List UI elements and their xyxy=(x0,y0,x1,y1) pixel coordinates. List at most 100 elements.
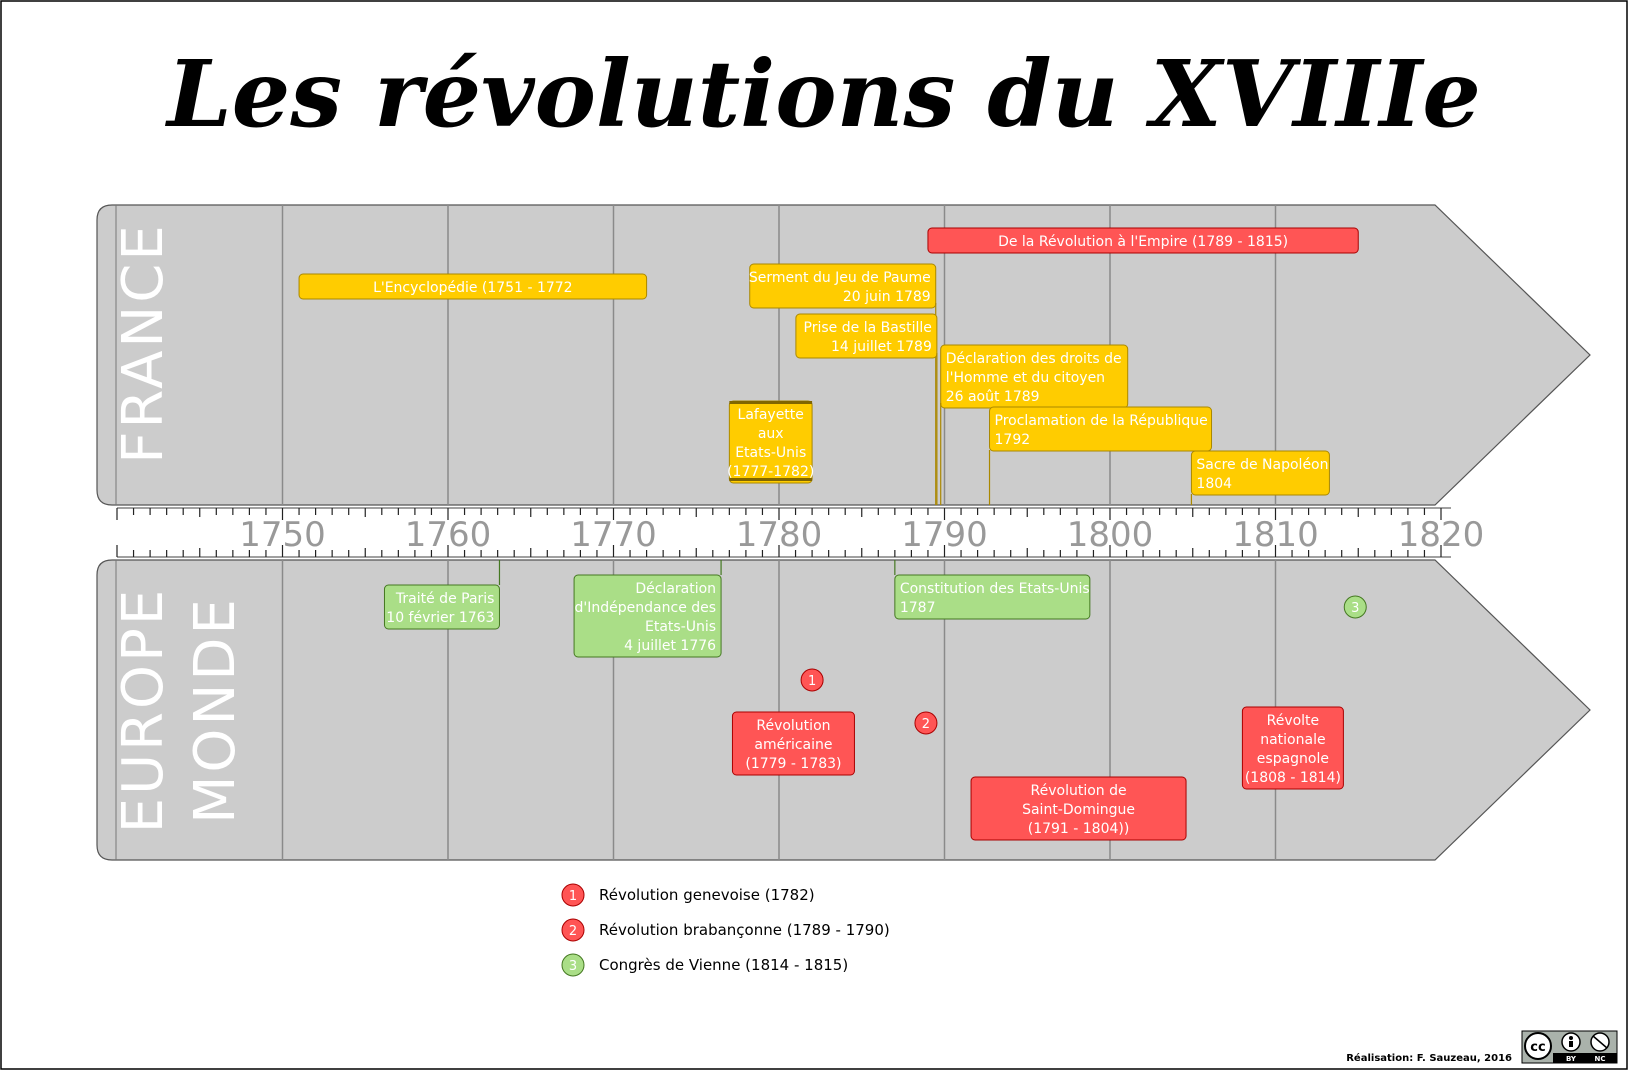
event-republique: Proclamation de la République 1792 xyxy=(989,406,1213,452)
event-revolution-empire-line: De la Révolution à l'Empire (1789 - 1815… xyxy=(998,234,1288,250)
legend-label-2: Révolution brabançonne (1789 - 1790) xyxy=(599,921,890,939)
region-label-monde: MONDE xyxy=(183,596,248,824)
event-revolution-americaine-box xyxy=(731,711,855,776)
axis-label: 1810 xyxy=(1232,515,1319,555)
event-traite-paris: Traité de Paris 10 février 1763 xyxy=(383,584,500,630)
event-encyclopedie-line: L'Encyclopédie (1751 - 1772 xyxy=(373,280,573,296)
event-revolution-empire: De la Révolution à l'Empire (1789 - 1815… xyxy=(927,227,1359,254)
legend: 1 Révolution genevoise (1782) 2 Révolution … xyxy=(561,883,890,977)
axis-label: 1780 xyxy=(736,515,823,555)
event-independance: Déclaration d'Indépendance des Etats-Unis 4… xyxy=(573,574,722,658)
event-revolution-americaine-line: américaine xyxy=(754,737,832,753)
event-bastille-line: Prise de la Bastille xyxy=(804,320,932,336)
axis-label: 1790 xyxy=(901,515,988,555)
license-nc: NC xyxy=(1595,1055,1606,1063)
event-lafayette-line: aux xyxy=(758,426,784,442)
legend-marker-2 xyxy=(561,918,585,942)
cc-text: cc xyxy=(1530,1040,1545,1055)
event-revolte-espagnole-line: (1808 - 1814) xyxy=(1245,770,1341,786)
event-saint-domingue: Révolution de Saint-Domingue (1791 - 1804)… xyxy=(970,776,1187,841)
event-sacre-napoleon-line: Sacre de Napoléon xyxy=(1196,457,1328,473)
event-jeu-de-paume-line: 20 juin 1789 xyxy=(843,289,931,305)
event-saint-domingue-line: Saint-Domingue xyxy=(1022,802,1135,818)
event-encyclopedie: L'Encyclopédie (1751 - 1772 xyxy=(298,273,648,300)
event-republique-line: 1792 xyxy=(995,432,1031,448)
legend-marker-1 xyxy=(561,883,585,907)
region-label-france: FRANCE xyxy=(111,222,176,464)
event-jeu-de-paume: Serment du Jeu de Paume 20 juin 1789 xyxy=(749,263,937,309)
event-encyclopedie-box xyxy=(298,273,648,300)
event-bastille-box xyxy=(795,313,938,359)
event-jeu-de-paume-box xyxy=(749,263,937,309)
event-independance-line: Etats-Unis xyxy=(645,619,716,635)
legend-marker-3 xyxy=(561,953,585,977)
marker-1 xyxy=(800,668,824,692)
cc-icon xyxy=(1524,1032,1552,1060)
region-label-europe: EUROPE xyxy=(111,587,176,834)
band-world xyxy=(96,559,1591,861)
event-revolte-espagnole-box xyxy=(1241,706,1344,790)
event-traite-paris-line: Traité de Paris xyxy=(395,591,495,607)
event-sacre-napoleon-line: 1804 xyxy=(1196,476,1232,492)
marker-2-num: 2 xyxy=(922,717,930,732)
event-constitution-line: Constitution des Etats-Unis xyxy=(900,581,1090,597)
event-revolution-americaine-line: Révolution xyxy=(756,718,830,734)
france-events: De la Révolution à l'Empire (1789 - 1815… xyxy=(298,227,1359,505)
credit-text: Réalisation: F. Sauzeau, 2016 xyxy=(1346,1052,1512,1064)
event-declaration-droits-line: 26 août 1789 xyxy=(946,389,1040,405)
axis-label: 1770 xyxy=(570,515,657,555)
event-markers: 1 2 3 xyxy=(800,595,1367,735)
event-constitution-box xyxy=(894,574,1091,620)
event-independance-line: d'Indépendance des xyxy=(575,600,717,616)
legend-label-3: Congrès de Vienne (1814 - 1815) xyxy=(599,956,848,974)
marker-3 xyxy=(1343,595,1367,619)
license-by: BY xyxy=(1566,1055,1577,1063)
legend-label-1: Révolution genevoise (1782) xyxy=(599,886,815,904)
event-traite-paris-line: 10 février 1763 xyxy=(386,610,494,626)
event-saint-domingue-line: Révolution de xyxy=(1031,783,1127,799)
event-saint-domingue-box xyxy=(970,776,1187,841)
time-axis: 1750 1760 1770 1780 1790 1800 1810 1820 xyxy=(116,507,1485,558)
event-revolte-espagnole-line: nationale xyxy=(1260,732,1325,748)
event-lafayette-line: Etats-Unis xyxy=(735,445,806,461)
page-title: Les révolutions du XVIIIe xyxy=(164,40,1481,148)
event-lafayette: Lafayette aux Etats-Unis (1777-1782) xyxy=(727,400,814,484)
event-revolte-espagnole: Révolte nationale espagnole (1808 - 1814) xyxy=(1241,706,1344,790)
axis-label: 1820 xyxy=(1398,515,1485,555)
event-jeu-de-paume-line: Serment du Jeu de Paume xyxy=(749,270,931,286)
event-sacre-napoleon-box xyxy=(1190,450,1330,496)
event-independance-line: Déclaration xyxy=(635,581,716,597)
event-traite-paris-box xyxy=(383,584,500,630)
event-revolte-espagnole-line: espagnole xyxy=(1257,751,1329,767)
event-revolution-americaine: Révolution américaine (1779 - 1783) xyxy=(731,711,855,776)
event-lafayette-bar xyxy=(729,401,813,404)
legend-marker-2-num: 2 xyxy=(569,924,577,939)
legend-marker-1-num: 1 xyxy=(569,889,577,904)
event-republique-line: Proclamation de la République xyxy=(995,413,1208,429)
cc-license-badge: cc BY NC xyxy=(1521,1030,1618,1064)
event-declaration-droits-line: l'Homme et du citoyen xyxy=(946,370,1105,386)
event-bastille-line: 14 juillet 1789 xyxy=(831,339,932,355)
event-sacre-napoleon: Sacre de Napoléon 1804 xyxy=(1190,450,1330,496)
event-revolution-americaine-line: (1779 - 1783) xyxy=(745,756,841,772)
event-saint-domingue-line: (1791 - 1804)) xyxy=(1028,821,1130,837)
legend-marker-3-num: 3 xyxy=(569,959,577,974)
event-lafayette-line: (1777-1782) xyxy=(727,464,814,480)
event-constitution: Constitution des Etats-Unis 1787 xyxy=(894,574,1091,620)
event-independance-line: 4 juillet 1776 xyxy=(624,638,716,654)
event-independance-box xyxy=(573,574,722,658)
event-constitution-line: 1787 xyxy=(900,600,936,616)
marker-3-num: 3 xyxy=(1351,601,1359,616)
world-events: Traité de Paris 10 février 1763 Déclaratio… xyxy=(383,560,1344,841)
axis-label: 1750 xyxy=(239,515,326,555)
event-declaration-droits: Déclaration des droits de l'Homme et du c… xyxy=(940,344,1129,409)
event-declaration-droits-line: Déclaration des droits de xyxy=(946,351,1122,367)
marker-1-num: 1 xyxy=(808,674,816,689)
event-lafayette-bar xyxy=(729,478,813,481)
event-bastille: Prise de la Bastille 14 juillet 1789 xyxy=(795,313,938,359)
axis-label: 1800 xyxy=(1067,515,1154,555)
event-lafayette-line: Lafayette xyxy=(738,407,804,423)
event-revolution-empire-box xyxy=(927,227,1359,254)
